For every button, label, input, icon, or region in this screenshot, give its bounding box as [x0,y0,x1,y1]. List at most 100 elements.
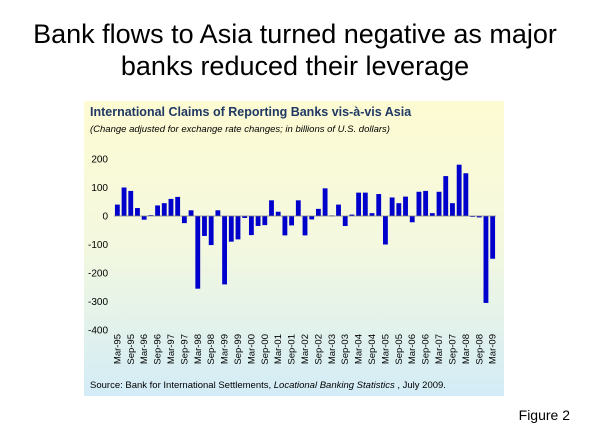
x-tick-label: Sep-05 [394,334,405,365]
bar [436,191,442,216]
bar [188,210,194,216]
x-tick-label: Mar-98 [193,334,204,364]
x-tick-label: Sep-02 [313,334,324,365]
bar [490,216,496,259]
slide-title-line-2: banks reduced their leverage [120,51,470,81]
bar [181,216,187,224]
bar [262,216,268,226]
bar [282,216,288,236]
bar [228,216,234,242]
bar [409,216,415,223]
bar [383,216,388,245]
y-tick-label: -400 [88,326,108,337]
x-tick-label: Mar-01 [273,334,284,364]
bar [128,190,134,216]
bar [161,203,167,216]
bar [235,216,241,240]
x-tick-label: Sep-06 [421,334,432,365]
bar [289,216,295,226]
bar [389,197,395,216]
bar [369,213,375,216]
x-tick-label: Sep-01 [287,334,298,365]
bar [155,205,160,216]
bar [443,176,449,216]
bar [121,187,127,216]
bar [302,216,308,236]
x-tick-label: Mar-04 [354,334,365,364]
bar [175,196,181,216]
x-tick-label: Sep-04 [367,334,378,365]
slide-title: Bank flows to Asia turned negative as ma… [0,18,590,82]
x-tick-label: Sep-97 [179,334,190,365]
figure-label: Figure 2 [518,407,570,423]
x-tick-label: Mar-95 [112,334,123,364]
bar [114,204,120,216]
x-tick-label: Sep-99 [233,334,244,365]
bar [423,190,429,216]
bar [141,216,147,220]
x-tick-label: Mar-97 [166,334,177,364]
x-tick-label: Mar-06 [407,334,418,364]
y-tick-label: -300 [88,297,108,308]
bar [222,216,227,285]
bar [476,216,482,218]
chart-title: International Claims of Reporting Banks … [90,105,412,119]
bar [202,216,207,236]
bar [456,164,462,216]
x-tick-label: Sep-00 [260,334,271,365]
bar [429,213,435,216]
x-tick-label: Mar-08 [461,334,472,364]
y-tick-label: 100 [91,183,108,194]
y-tick-label: 0 [102,212,108,223]
bar [349,214,355,216]
bar [148,215,154,216]
bar [483,216,489,303]
bar [242,216,248,218]
source-prefix: Source: Bank for International Settlemen… [90,380,274,391]
bar [135,208,140,216]
x-tick-label: Mar-96 [139,334,150,364]
bar [416,191,422,216]
y-tick-label: 200 [91,155,108,166]
bar [463,173,469,216]
bar [255,216,261,226]
bar [342,216,348,226]
chart-subtitle: (Change adjusted for exchange rate chang… [90,124,390,135]
x-tick-label: Sep-95 [126,334,137,365]
bar [208,216,214,246]
bar [295,200,301,216]
x-tick-label: Mar-05 [380,334,391,364]
x-tick-label: Sep-03 [340,334,351,365]
x-tick-label: Mar-07 [434,334,445,364]
bar [315,208,321,217]
x-tick-label: Mar-99 [220,334,231,364]
x-tick-label: Mar-09 [488,334,499,364]
bar [322,188,328,216]
chart-panel: 200 100 0 -100 -200 -300 -400 Mar-95 Sep-95 Mar-9… [84,101,504,396]
bar [362,192,368,216]
bar [450,203,455,216]
bar [248,216,254,236]
bar [403,196,408,216]
x-tick-label: Mar-02 [300,334,311,364]
y-tick-label: -100 [88,240,108,251]
x-tick-label: Sep-07 [447,334,458,365]
source-publication: Locational Banking Statistics [273,380,395,391]
x-tick-label: Sep-08 [474,334,485,365]
bar [275,211,281,216]
x-tick-label: Sep-98 [206,334,217,365]
slide-title-line-1: Bank flows to Asia turned negative as ma… [33,19,557,49]
bar [470,216,475,217]
bar [336,204,341,216]
bar [195,216,201,289]
bar [309,216,315,220]
bar [168,198,174,216]
bar [396,203,402,216]
x-tick-label: Mar-03 [327,334,338,364]
bar [269,200,274,216]
bar [376,194,382,216]
y-tick-label: -200 [88,269,108,280]
source-suffix: , July 2009. [394,380,446,391]
x-tick-label: Sep-96 [153,334,164,365]
